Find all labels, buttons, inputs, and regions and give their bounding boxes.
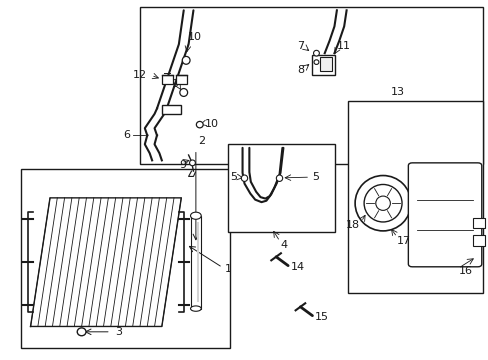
- Text: 5: 5: [229, 172, 236, 182]
- Text: 10: 10: [204, 118, 218, 129]
- Text: 18: 18: [346, 220, 360, 230]
- Ellipse shape: [276, 175, 282, 181]
- Text: 11: 11: [336, 41, 350, 51]
- Text: 7: 7: [297, 41, 304, 51]
- Text: 8: 8: [297, 65, 304, 75]
- Text: 17: 17: [396, 236, 410, 246]
- Ellipse shape: [241, 175, 247, 181]
- Bar: [311, 55, 334, 75]
- Text: 14: 14: [290, 262, 304, 273]
- Text: 10: 10: [188, 32, 202, 42]
- Ellipse shape: [182, 57, 190, 64]
- Bar: [176, 75, 187, 84]
- Bar: [140, 7, 482, 164]
- Bar: [190, 216, 201, 309]
- Text: 1: 1: [224, 264, 232, 274]
- Ellipse shape: [375, 196, 389, 210]
- Bar: [472, 235, 484, 246]
- Text: 3: 3: [116, 327, 122, 337]
- FancyBboxPatch shape: [407, 163, 481, 267]
- Text: 4: 4: [280, 240, 286, 250]
- Text: 16: 16: [458, 266, 471, 276]
- Text: 6: 6: [123, 130, 130, 140]
- Text: 9: 9: [170, 78, 178, 89]
- Ellipse shape: [196, 121, 203, 128]
- Bar: [347, 102, 482, 293]
- Text: 5: 5: [312, 172, 319, 182]
- Text: 13: 13: [389, 87, 404, 98]
- Ellipse shape: [313, 60, 318, 64]
- Bar: [21, 169, 229, 348]
- Text: 12: 12: [133, 69, 147, 80]
- Bar: [162, 75, 172, 84]
- Text: 9: 9: [179, 160, 185, 170]
- Text: 15: 15: [314, 312, 328, 323]
- Ellipse shape: [190, 212, 201, 219]
- Ellipse shape: [190, 306, 201, 311]
- Bar: [162, 105, 181, 114]
- Bar: [228, 144, 335, 232]
- Ellipse shape: [180, 89, 187, 96]
- Bar: [319, 57, 331, 71]
- Text: 2: 2: [198, 136, 205, 146]
- Ellipse shape: [189, 160, 195, 166]
- Ellipse shape: [364, 184, 401, 222]
- Bar: [472, 217, 484, 228]
- Ellipse shape: [77, 328, 86, 336]
- Ellipse shape: [313, 50, 319, 56]
- Ellipse shape: [354, 176, 410, 231]
